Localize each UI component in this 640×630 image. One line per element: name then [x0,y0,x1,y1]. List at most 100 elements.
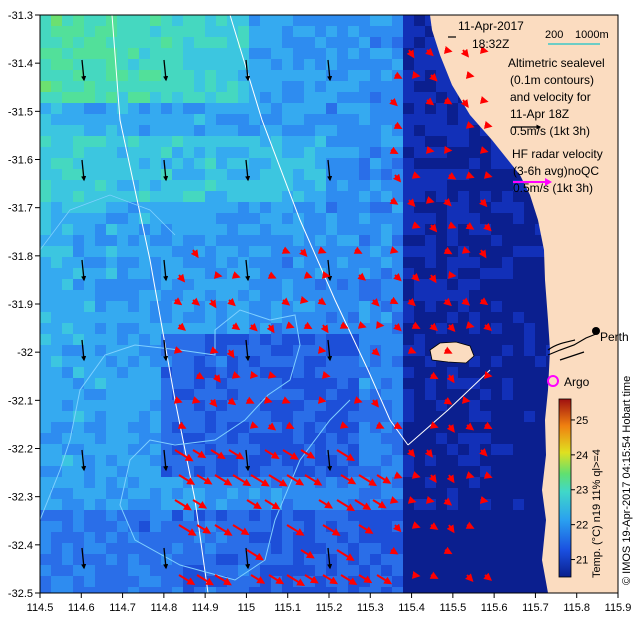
sst-cell [304,224,315,235]
sst-cell [161,92,172,103]
sst-cell [315,26,326,37]
sst-cell [161,378,172,389]
sst-cell [359,125,370,136]
sst-cell [172,257,183,268]
sst-cell [150,191,161,202]
sst-cell [436,290,447,301]
sst-cell [150,521,161,532]
sst-cell [359,466,370,477]
sst-cell [106,37,117,48]
sst-cell [524,191,535,202]
sst-cell [128,477,139,488]
sst-cell [381,378,392,389]
sst-cell [392,136,403,147]
sst-cell [447,455,458,466]
sst-cell [139,290,150,301]
sst-cell [249,92,260,103]
sst-cell [128,48,139,59]
radar-arrow [177,421,187,429]
sst-cell [51,257,62,268]
sst-cell [282,147,293,158]
lon-tick-label: 115.3 [357,602,384,614]
sst-cell [260,587,271,593]
sst-cell [51,334,62,345]
sst-cell [194,202,205,213]
sst-cell [370,37,381,48]
radar-arrow [336,499,356,512]
sst-cell [40,180,51,191]
sst-cell [282,235,293,246]
sst-cell [227,510,238,521]
sst-cell [348,422,359,433]
sst-cell [502,224,513,235]
sst-cell [172,59,183,70]
sst-cell [359,290,370,301]
sst-cell [381,191,392,202]
sst-cell [249,37,260,48]
sst-cell [249,576,260,587]
radar-arrow [443,96,453,105]
sst-cell [238,587,249,593]
radar-arrow [478,249,487,259]
sst-cell [227,158,238,169]
sst-cell [271,92,282,103]
sst-cell [535,323,546,334]
sst-cell [51,246,62,257]
sst-cell [238,213,249,224]
sst-cell [414,554,425,565]
sst-cell [315,389,326,400]
sst-cell [128,554,139,565]
sst-cell [524,334,535,345]
sst-cell [458,499,469,510]
sst-cell [414,367,425,378]
sst-cell [227,92,238,103]
sst-cell [480,191,491,202]
sst-cell [216,15,227,26]
sst-cell [480,268,491,279]
sst-cell [458,136,469,147]
sst-cell [502,213,513,224]
sst-cell [469,301,480,312]
sst-cell [381,334,392,345]
sst-cell [106,532,117,543]
sst-cell [161,213,172,224]
sst-cell [491,202,502,213]
sst-cell [326,26,337,37]
sst-cell [260,290,271,301]
radar-arrow [483,471,493,479]
sst-cell [238,268,249,279]
sst-cell [348,70,359,81]
sst-cell [216,554,227,565]
sst-cell [161,422,172,433]
sst-cell [392,312,403,323]
sst-cell [425,103,436,114]
radar-arrow [425,97,435,106]
sst-cell [403,323,414,334]
sst-cell [480,345,491,356]
sst-cell [227,59,238,70]
sst-cell [337,587,348,593]
sst-cell [150,92,161,103]
sst-cell [194,290,205,301]
sst-cell [337,455,348,466]
sst-cell [227,455,238,466]
sst-cell [359,246,370,257]
sst-cell [293,312,304,323]
sst-cell [326,235,337,246]
sst-cell [381,400,392,411]
sst-cell [117,543,128,554]
sst-cell [150,389,161,400]
sst-cell [95,543,106,554]
sst-cell [73,114,84,125]
sst-cell [238,26,249,37]
sst-cell [106,246,117,257]
sst-cell [84,433,95,444]
sst-cell [447,257,458,268]
sst-cell [205,444,216,455]
sst-cell [260,224,271,235]
radar-arrow [353,246,363,254]
sst-cell [62,521,73,532]
sst-cell [315,521,326,532]
sst-cell [227,26,238,37]
sst-cell [524,279,535,290]
